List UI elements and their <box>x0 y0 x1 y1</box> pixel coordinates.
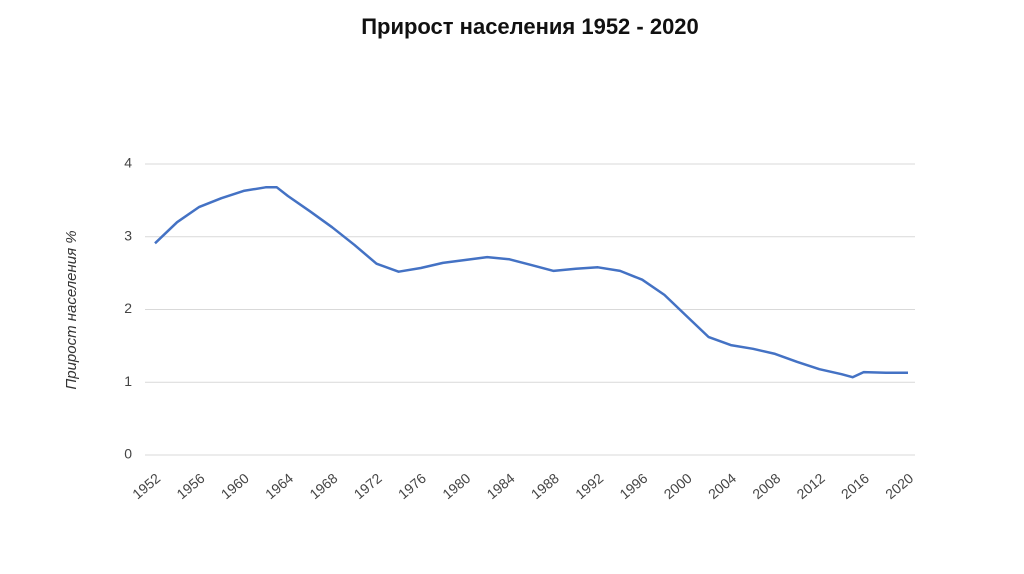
y-tick-label: 4 <box>124 155 132 171</box>
y-tick-label: 3 <box>124 227 132 243</box>
chart-title: Прирост населения 1952 - 2020 <box>361 14 699 39</box>
y-tick-label: 0 <box>124 446 132 462</box>
y-axis-label: Прирост населения % <box>63 230 80 389</box>
y-tick-label: 1 <box>124 373 132 389</box>
line <box>154 186 908 379</box>
y-tick-label: 2 <box>124 300 132 316</box>
